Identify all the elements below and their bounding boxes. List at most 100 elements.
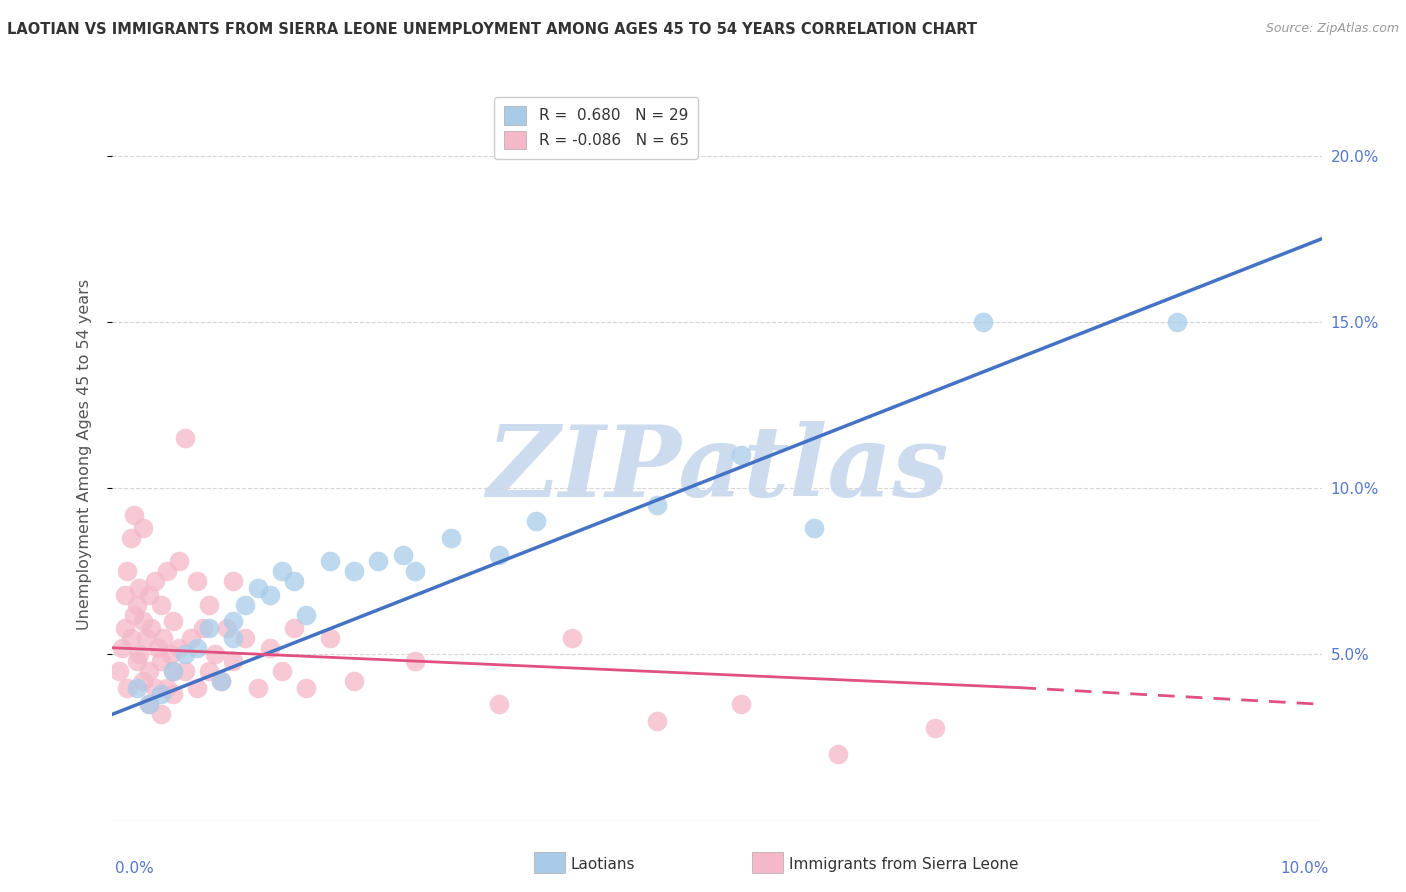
Point [270, 564, 292, 578]
Point [404, 654, 426, 668]
Point [174, 648, 197, 662]
Point [156, 681, 179, 695]
Point [122, 607, 145, 622]
Point [148, 640, 170, 655]
Text: ZIPatlas: ZIPatlas [486, 421, 948, 517]
Point [115, 681, 138, 695]
Point [149, 598, 172, 612]
Point [149, 707, 172, 722]
Point [167, 554, 190, 568]
Point [283, 621, 305, 635]
Text: Immigrants from Sierra Leone: Immigrants from Sierra Leone [789, 857, 1018, 871]
Y-axis label: Unemployment Among Ages 45 to 54 years: Unemployment Among Ages 45 to 54 years [77, 279, 91, 631]
Point [132, 521, 155, 535]
Point [114, 621, 136, 635]
Point [125, 681, 148, 695]
Point [125, 654, 148, 668]
Point [222, 574, 245, 589]
Point [730, 448, 752, 462]
Point [404, 564, 426, 578]
Text: LAOTIAN VS IMMIGRANTS FROM SIERRA LEONE UNEMPLOYMENT AMONG AGES 45 TO 54 YEARS C: LAOTIAN VS IMMIGRANTS FROM SIERRA LEONE … [7, 22, 977, 37]
Point [246, 681, 269, 695]
Point [645, 714, 668, 728]
Point [235, 631, 257, 645]
Point [217, 621, 239, 635]
Point [235, 598, 257, 612]
Point [141, 621, 163, 635]
Point [367, 554, 389, 568]
Point [149, 654, 172, 668]
Point [198, 598, 221, 612]
Point [120, 531, 142, 545]
Point [1166, 315, 1188, 329]
Point [283, 574, 305, 589]
Point [143, 681, 166, 695]
Point [138, 698, 160, 712]
Point [343, 673, 366, 688]
Point [162, 664, 184, 678]
Legend: R =  0.680   N = 29, R = -0.086   N = 65: R = 0.680 N = 29, R = -0.086 N = 65 [495, 97, 697, 159]
Point [128, 648, 150, 662]
Point [143, 574, 166, 589]
Point [162, 664, 184, 678]
Text: Source: ZipAtlas.com: Source: ZipAtlas.com [1265, 22, 1399, 36]
Point [259, 588, 281, 602]
Point [222, 631, 245, 645]
Point [924, 721, 946, 735]
Point [132, 614, 155, 628]
Point [191, 621, 215, 635]
Point [111, 640, 134, 655]
Point [198, 621, 221, 635]
Text: 0.0%: 0.0% [115, 861, 155, 876]
Point [524, 515, 547, 529]
Point [138, 698, 160, 712]
Point [167, 640, 190, 655]
Point [138, 588, 160, 602]
Point [174, 431, 197, 445]
Point [827, 747, 849, 761]
Point [120, 631, 142, 645]
Point [488, 698, 510, 712]
Point [259, 640, 281, 655]
Point [730, 698, 752, 712]
Point [209, 673, 232, 688]
Point [159, 648, 181, 662]
Point [122, 508, 145, 522]
Point [319, 554, 342, 568]
Text: Laotians: Laotians [571, 857, 636, 871]
Point [204, 648, 226, 662]
Point [135, 631, 157, 645]
Point [132, 673, 155, 688]
Point [162, 687, 184, 701]
Point [803, 521, 825, 535]
Point [295, 681, 318, 695]
Point [198, 664, 221, 678]
Point [107, 664, 129, 678]
Point [222, 654, 245, 668]
Point [222, 614, 245, 628]
Point [561, 631, 583, 645]
Point [115, 564, 138, 578]
Point [391, 548, 413, 562]
Point [209, 673, 232, 688]
Point [186, 640, 208, 655]
Point [114, 588, 136, 602]
Point [186, 681, 208, 695]
Point [645, 498, 668, 512]
Point [488, 548, 510, 562]
Point [295, 607, 318, 622]
Point [128, 581, 150, 595]
Point [440, 531, 463, 545]
Point [972, 315, 994, 329]
Point [174, 664, 197, 678]
Point [246, 581, 269, 595]
Point [156, 564, 179, 578]
Point [149, 687, 172, 701]
Point [162, 614, 184, 628]
Point [180, 631, 202, 645]
Point [343, 564, 366, 578]
Point [270, 664, 292, 678]
Point [138, 664, 160, 678]
Point [152, 631, 174, 645]
Point [186, 574, 208, 589]
